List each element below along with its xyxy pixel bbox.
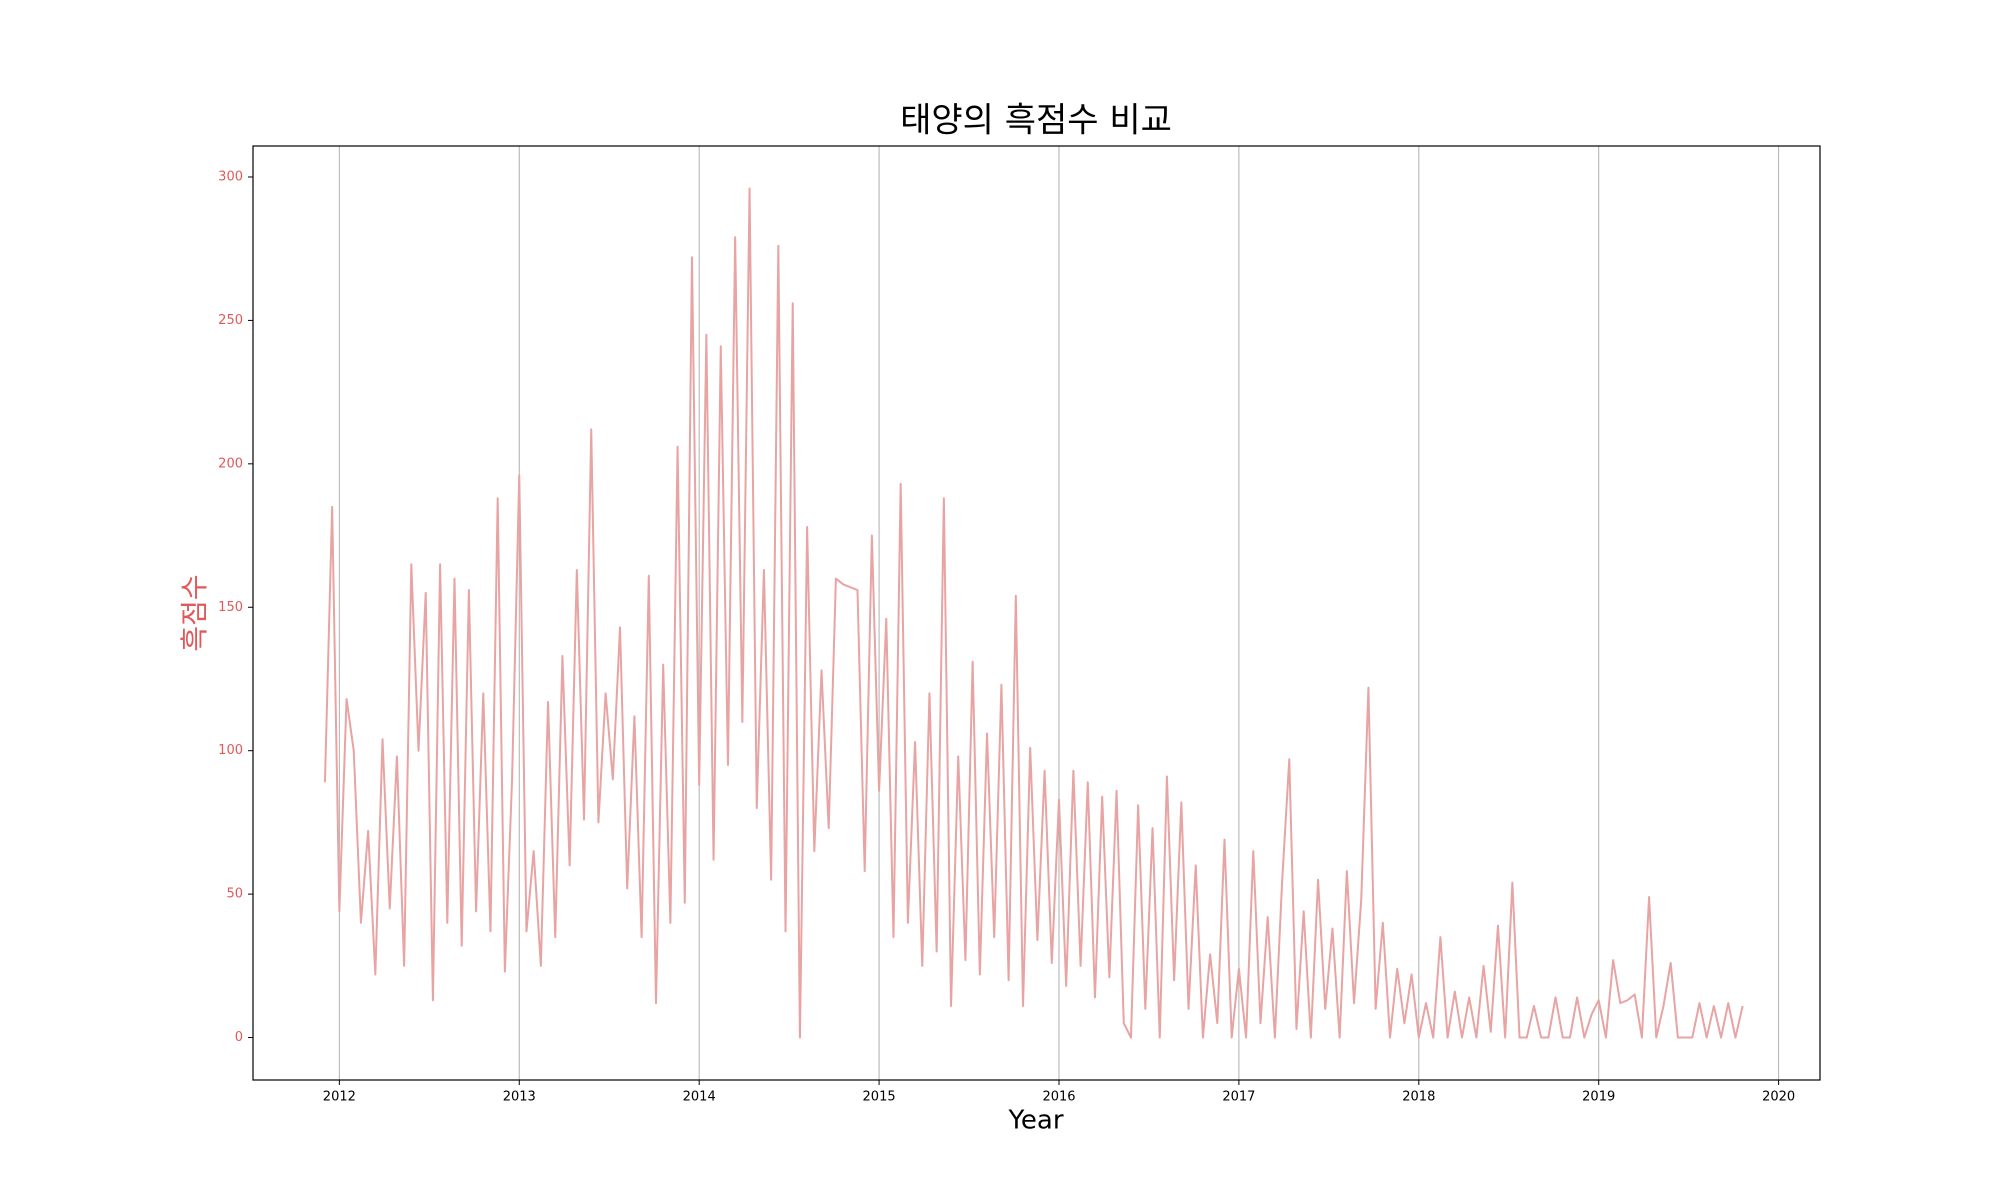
chart-title: 태양의 흑점수 비교 (900, 101, 1172, 141)
x-tick-label: 2014 (683, 1090, 716, 1105)
x-tick-label: 2012 (323, 1090, 356, 1105)
y-tick-label: 150 (218, 600, 243, 615)
x-tick-label: 2017 (1222, 1090, 1255, 1105)
x-tick-label: 2018 (1402, 1090, 1435, 1105)
y-tick-label: 200 (218, 456, 243, 471)
x-tick-label: 2020 (1762, 1090, 1795, 1105)
x-tick-label: 2019 (1582, 1090, 1615, 1105)
x-tick-label: 2015 (863, 1090, 896, 1105)
x-axis-label: Year (1007, 1106, 1063, 1136)
x-tick-label: 2016 (1042, 1090, 1075, 1105)
y-axis-label: 흑점수 (178, 574, 211, 651)
y-tick-label: 100 (218, 743, 243, 758)
x-tick-label: 2013 (503, 1090, 536, 1105)
y-tick-label: 250 (218, 313, 243, 328)
plot-frame (252, 145, 1821, 1081)
y-tick-label: 50 (226, 887, 243, 902)
y-tick-label: 0 (235, 1030, 243, 1045)
y-tick-label: 300 (218, 169, 243, 184)
data-line (323, 187, 1744, 1039)
